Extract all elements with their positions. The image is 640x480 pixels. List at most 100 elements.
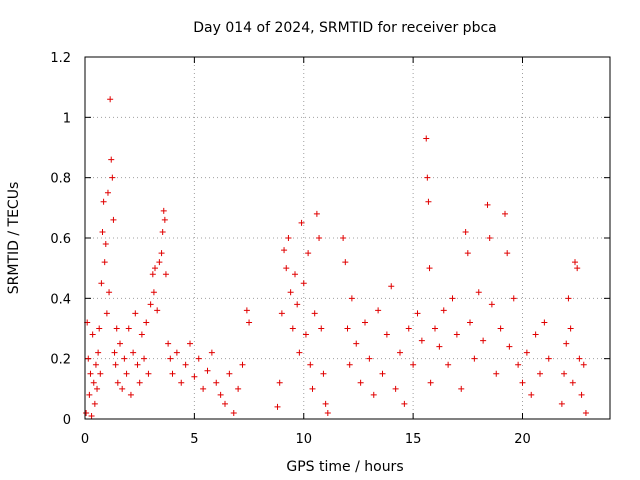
- data-point: [95, 349, 102, 356]
- data-point: [127, 391, 134, 398]
- data-point: [230, 409, 237, 416]
- data-point: [445, 361, 452, 368]
- y-tick-label: 0.2: [50, 353, 71, 368]
- data-point: [160, 207, 167, 214]
- data-point: [353, 340, 360, 347]
- data-point: [567, 325, 574, 332]
- data-point: [169, 370, 176, 377]
- data-point: [246, 319, 253, 326]
- data-point: [112, 361, 119, 368]
- data-point: [348, 295, 355, 302]
- y-tick-label: 0: [63, 413, 71, 428]
- data-point: [563, 340, 570, 347]
- plot-frame: [84, 56, 611, 420]
- y-tick-label: 1: [63, 111, 71, 126]
- data-point: [370, 391, 377, 398]
- data-point: [89, 331, 96, 338]
- data-point: [316, 235, 323, 241]
- data-point: [100, 198, 107, 205]
- data-point: [191, 373, 198, 380]
- data-point: [582, 409, 589, 416]
- data-point: [426, 265, 433, 272]
- data-point: [300, 280, 307, 287]
- data-points: [83, 96, 589, 419]
- data-point: [91, 400, 98, 407]
- data-point: [427, 379, 434, 386]
- x-tick-label: 15: [405, 432, 422, 447]
- data-point: [488, 301, 495, 308]
- y-axis-label: SRMTID / TECUs: [6, 182, 22, 295]
- data-point: [86, 391, 93, 398]
- data-point: [96, 325, 103, 332]
- data-point: [294, 301, 301, 308]
- data-point: [113, 325, 120, 332]
- data-point: [104, 189, 111, 196]
- data-point: [296, 349, 303, 356]
- data-point: [388, 283, 395, 290]
- data-point: [366, 355, 373, 362]
- data-point: [132, 310, 139, 317]
- data-point: [134, 361, 141, 368]
- data-point: [136, 379, 143, 386]
- y-tick-label: 0.8: [50, 172, 71, 187]
- data-point: [158, 250, 165, 257]
- data-point: [208, 349, 215, 356]
- data-point: [103, 310, 110, 317]
- data-point: [141, 355, 148, 362]
- data-point: [510, 295, 517, 302]
- data-point: [107, 96, 114, 103]
- data-point: [302, 331, 309, 338]
- data-point: [357, 379, 364, 386]
- axis-tick-labels: 0 0.2 0.4 0.6 0.8 1 1.2 0 5 10 15 20: [50, 51, 530, 447]
- data-point: [102, 241, 109, 248]
- data-point: [486, 235, 493, 241]
- data-point: [532, 331, 539, 338]
- data-point: [147, 301, 154, 308]
- data-point: [537, 370, 543, 377]
- data-point: [222, 400, 228, 407]
- data-point: [541, 319, 548, 326]
- data-point: [453, 331, 460, 338]
- data-point: [106, 289, 113, 296]
- data-point: [471, 355, 478, 362]
- data-point: [418, 337, 425, 344]
- data-point: [289, 325, 296, 332]
- data-point: [97, 370, 104, 377]
- data-point: [528, 391, 535, 398]
- data-point: [569, 379, 576, 386]
- data-point: [493, 370, 500, 377]
- data-point: [467, 319, 473, 326]
- x-tick-label: 5: [190, 432, 198, 447]
- data-point: [101, 259, 108, 266]
- data-point: [283, 265, 290, 272]
- data-point: [480, 337, 487, 344]
- data-point: [458, 385, 465, 392]
- data-point: [278, 310, 285, 317]
- data-point: [239, 361, 246, 368]
- data-point: [414, 310, 421, 317]
- data-point: [424, 174, 431, 181]
- data-point: [119, 385, 126, 392]
- data-point: [464, 250, 471, 257]
- x-axis-label: GPS time / hours: [286, 459, 403, 475]
- data-point: [572, 259, 578, 266]
- data-point: [143, 319, 150, 326]
- data-point: [502, 210, 508, 217]
- chart-title: Day 014 of 2024, SRMTID for receiver pbc…: [193, 20, 496, 36]
- data-point: [484, 201, 491, 208]
- data-point: [156, 259, 163, 266]
- data-point: [287, 289, 294, 296]
- data-point: [344, 325, 351, 332]
- data-point: [150, 289, 157, 296]
- data-point: [274, 403, 281, 410]
- x-tick-label: 0: [81, 432, 89, 447]
- data-point: [545, 355, 552, 362]
- data-point: [307, 361, 314, 368]
- data-point: [182, 361, 189, 368]
- data-point: [87, 370, 94, 377]
- data-point: [138, 331, 145, 338]
- data-point: [149, 271, 156, 278]
- data-point: [217, 391, 224, 398]
- data-point: [558, 400, 565, 407]
